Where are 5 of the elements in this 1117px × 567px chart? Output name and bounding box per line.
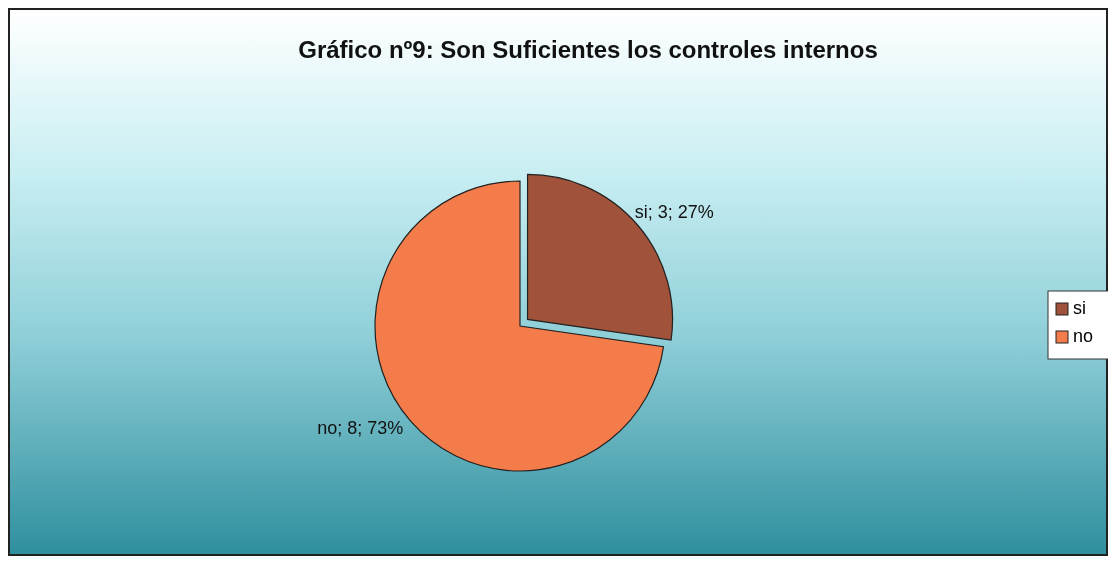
legend-label: no	[1073, 326, 1094, 346]
data-label: si; 3; 27%	[634, 201, 714, 222]
legend-label: si	[1073, 298, 1086, 318]
chart-title: Gráfico nº9: Son Suficientes los controles internos	[298, 36, 878, 63]
data-label: no; 8; 73%	[317, 418, 404, 439]
